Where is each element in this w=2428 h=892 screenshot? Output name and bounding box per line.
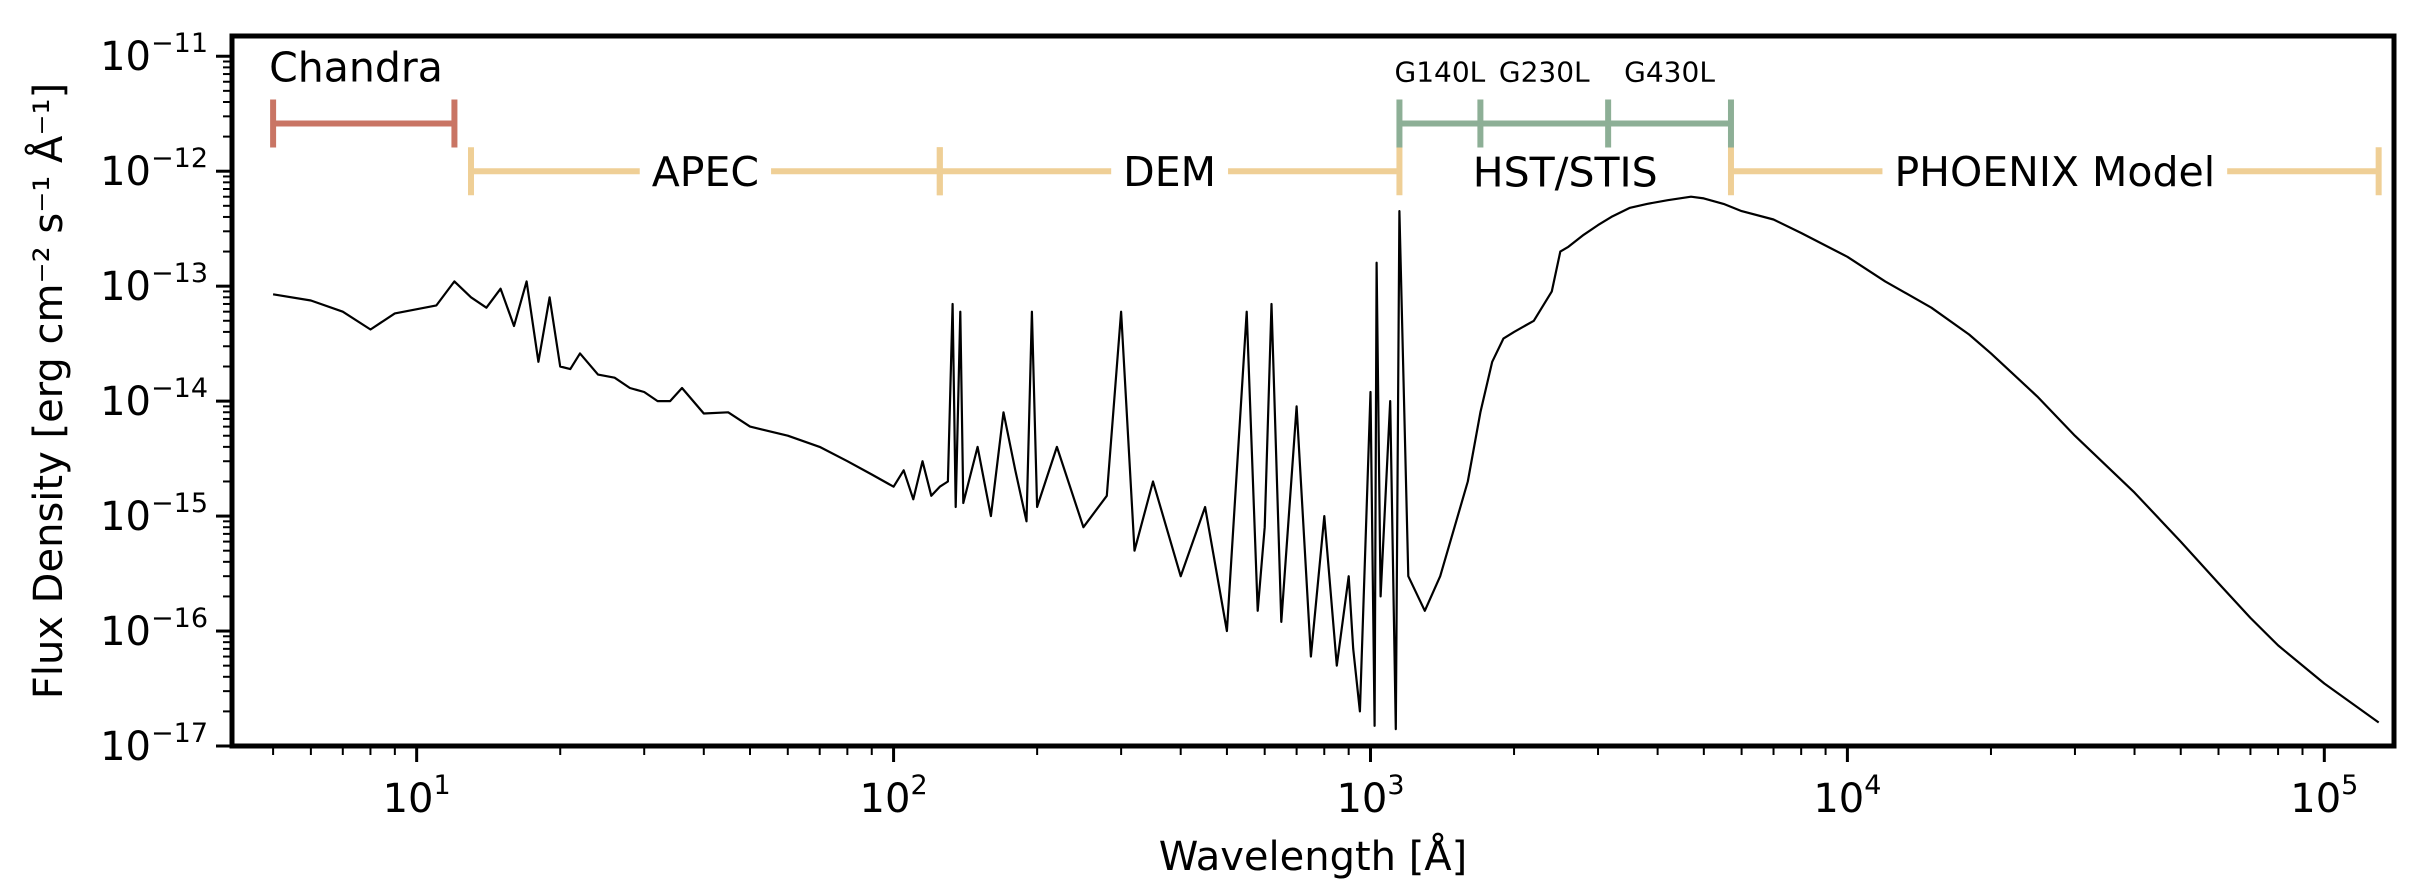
range-dem: DEM xyxy=(936,147,1403,196)
range-g140l: G140L xyxy=(1395,55,1486,88)
range-phoenix-model: PHOENIX Model xyxy=(1727,147,2382,196)
spectrum-line xyxy=(272,195,2380,731)
range-label-g430l: G430L xyxy=(1624,55,1715,88)
range-label-phoenix-model: PHOENIX Model xyxy=(1894,148,2215,196)
range-label-chandra: Chandra xyxy=(269,43,443,91)
range-hst-stis: HST/STIS xyxy=(1396,99,1734,196)
x-axis-label: Wavelength [Å] xyxy=(1159,832,1468,880)
x-tick-label: 104 xyxy=(1813,770,1881,822)
range-label-g230l: G230L xyxy=(1499,55,1590,88)
range-g430l: G430L xyxy=(1624,55,1715,88)
y-tick-label: 10−17 xyxy=(100,718,208,770)
y-axis-label: Flux Density [erg cm⁻² s⁻¹ Å⁻¹] xyxy=(24,83,72,699)
x-tick-label: 103 xyxy=(1336,770,1404,822)
x-tick-label: 105 xyxy=(2290,770,2358,822)
plot-frame xyxy=(229,33,2397,749)
y-tick-label: 10−15 xyxy=(100,488,208,540)
range-label-g140l: G140L xyxy=(1395,55,1486,88)
y-axis-ticks: 10−11 10−12 10−13 10−14 10−15 10−16 10−17 xyxy=(100,28,232,770)
range-chandra: Chandra xyxy=(269,43,458,148)
y-tick-label: 10−13 xyxy=(100,258,208,310)
range-apec: APEC xyxy=(468,147,943,196)
range-g230l: G230L xyxy=(1499,55,1590,88)
range-label-hst-stis: HST/STIS xyxy=(1473,148,1658,196)
x-tick-label: 102 xyxy=(860,770,928,822)
x-axis-ticks: 101 102 103 104 105 xyxy=(272,746,2358,822)
instrument-ranges: Chandra APEC DEM PHOENIX Model HST/STIS G140L… xyxy=(269,43,2382,196)
spectrum-series xyxy=(272,195,2380,731)
y-tick-label: 10−12 xyxy=(100,143,208,195)
y-tick-label: 10−16 xyxy=(100,603,208,655)
y-tick-label: 10−11 xyxy=(100,28,208,80)
y-tick-label: 10−14 xyxy=(100,373,208,425)
x-tick-label: 101 xyxy=(383,770,451,822)
range-label-apec: APEC xyxy=(652,148,759,196)
range-label-dem: DEM xyxy=(1123,148,1216,196)
